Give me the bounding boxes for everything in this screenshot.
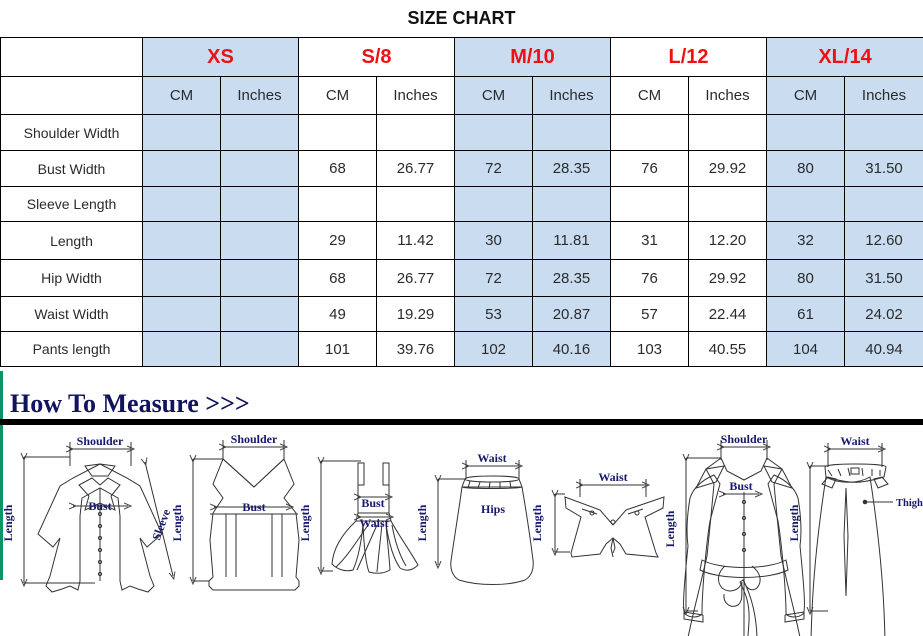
svg-text:Shoulder: Shoulder xyxy=(231,432,278,446)
svg-text:Thigh: Thigh xyxy=(896,498,923,509)
svg-text:Waist: Waist xyxy=(840,434,869,448)
svg-text:Length: Length xyxy=(787,504,801,541)
svg-text:Bust: Bust xyxy=(242,500,265,514)
svg-text:Bust: Bust xyxy=(729,479,752,493)
svg-text:Length: Length xyxy=(170,504,184,541)
svg-text:Bust: Bust xyxy=(88,499,111,513)
svg-text:Waist: Waist xyxy=(359,516,388,530)
svg-text:Length: Length xyxy=(1,504,15,541)
svg-text:Shoulder: Shoulder xyxy=(77,434,124,448)
svg-text:Waist: Waist xyxy=(477,451,506,465)
svg-text:Length: Length xyxy=(530,504,544,541)
svg-text:Shoulder: Shoulder xyxy=(721,432,768,446)
svg-text:Bust: Bust xyxy=(361,496,384,510)
svg-text:Waist: Waist xyxy=(598,470,627,484)
svg-text:Length: Length xyxy=(415,504,429,541)
svg-text:Length: Length xyxy=(663,510,677,547)
svg-text:Length: Length xyxy=(298,504,312,541)
svg-text:Hips: Hips xyxy=(481,502,505,516)
